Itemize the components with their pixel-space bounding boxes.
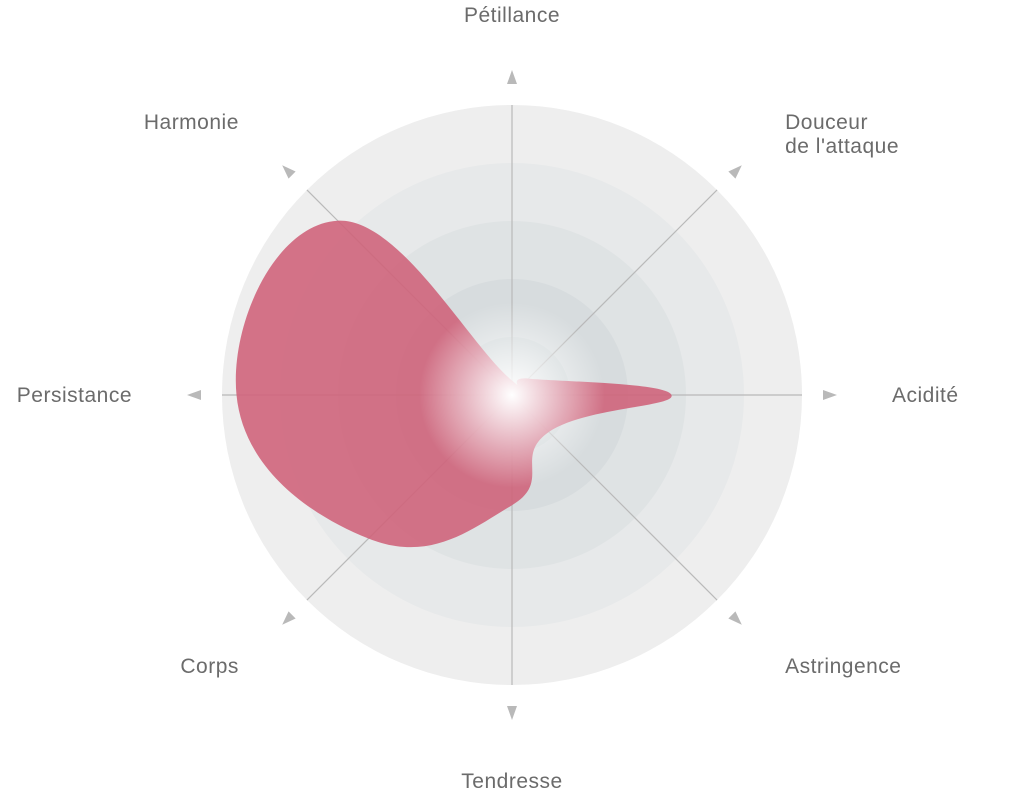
axis-label: Pétillance [464, 4, 560, 27]
axis-label: Tendresse [461, 770, 562, 789]
axis-label: Harmonie [144, 111, 239, 134]
radar-chart: Pétillance Douceurde l'attaque Acidité Astr… [0, 0, 1024, 789]
axis-label: Persistance [17, 384, 132, 407]
axis-label: Astringence [785, 655, 901, 678]
axis-label: Douceurde l'attaque [785, 111, 899, 158]
axis-label: Corps [180, 655, 239, 678]
radar-center-glow [419, 302, 605, 488]
axis-label: Acidité [892, 384, 959, 407]
